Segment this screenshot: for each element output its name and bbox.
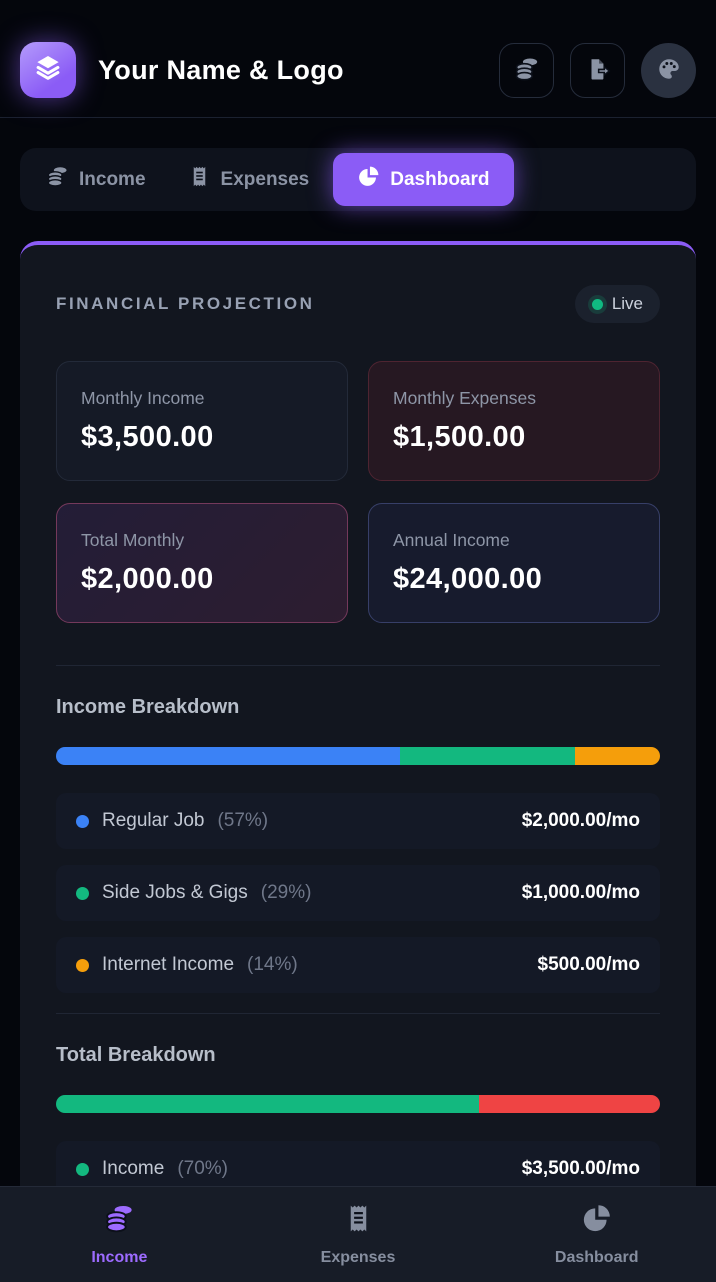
nav-label: Income (91, 1249, 148, 1266)
legend-dot-icon (76, 886, 89, 900)
nav-label: Expenses (320, 1249, 396, 1266)
legend-dot-icon (76, 814, 89, 828)
stats-grid: Monthly Income $3,500.00 Monthly Expense… (56, 361, 660, 623)
total-breakdown-bar (56, 1095, 660, 1113)
receipt-icon (343, 1203, 374, 1239)
section-divider (56, 1013, 660, 1014)
bar-segment (478, 1095, 660, 1113)
stat-value: $2,000.00 (81, 563, 214, 595)
stat-monthly-expenses: Monthly Expenses $1,500.00 (368, 361, 660, 481)
row-value: $2,000.00/mo (521, 810, 640, 831)
row-label: Side Jobs & Gigs (102, 882, 248, 903)
pie-chart-icon (581, 1203, 612, 1239)
app-header: Your Name & Logo (0, 0, 716, 98)
live-dot-icon (591, 298, 603, 310)
stat-total-monthly: Total Monthly $2,000.00 (56, 503, 348, 623)
stat-label: Annual Income (393, 530, 510, 550)
tab-label: Income (79, 168, 146, 190)
header-actions (499, 42, 696, 98)
total-breakdown-title: Total Breakdown (56, 1044, 216, 1066)
row-percent: (14%) (247, 954, 298, 975)
receipt-icon (188, 165, 211, 194)
coins-icon (514, 56, 540, 85)
tab-expenses[interactable]: Expenses (170, 155, 328, 204)
row-label: Regular Job (102, 810, 205, 831)
income-breakdown-title: Income Breakdown (56, 696, 240, 718)
coins-icon (46, 165, 69, 194)
live-label: Live (611, 294, 643, 313)
currency-button[interactable] (499, 42, 554, 98)
export-button[interactable] (570, 42, 625, 98)
nav-item-income[interactable]: Income (0, 1187, 239, 1282)
row-percent: (57%) (217, 810, 269, 831)
tab-income[interactable]: Income (28, 155, 164, 204)
row-label-group: Income (70%) (76, 1158, 228, 1180)
stat-label: Total Monthly (81, 530, 185, 550)
breakdown-row-internet-income: Internet Income (14%) $500.00/mo (56, 937, 660, 993)
live-badge: Live (574, 285, 660, 323)
header-divider (0, 117, 716, 118)
section-divider (56, 665, 660, 666)
card-title: FINANCIAL PROJECTION (56, 294, 315, 313)
stat-value: $24,000.00 (393, 563, 543, 595)
row-label-group: Regular Job (57%) (76, 810, 268, 832)
income-breakdown-list: Regular Job (57%) $2,000.00/mo Side Jobs… (56, 793, 660, 993)
nav-item-dashboard[interactable]: Dashboard (477, 1187, 716, 1282)
bar-segment (56, 1095, 479, 1113)
palette-icon (656, 56, 682, 85)
row-percent: (29%) (260, 882, 312, 903)
row-value: $1,000.00/mo (521, 882, 640, 903)
card-header: FINANCIAL PROJECTION Live (56, 285, 660, 323)
breakdown-row-side-jobs: Side Jobs & Gigs (29%) $1,000.00/mo (56, 865, 660, 921)
legend-dot-icon (76, 1162, 89, 1176)
file-export-icon (585, 56, 611, 85)
financial-projection-card: FINANCIAL PROJECTION Live Monthly Income… (20, 241, 696, 1282)
coins-icon (104, 1203, 135, 1239)
nav-item-expenses[interactable]: Expenses (239, 1187, 478, 1282)
stat-value: $1,500.00 (393, 421, 526, 453)
app-title: Your Name & Logo (98, 54, 344, 85)
breakdown-row-regular-job: Regular Job (57%) $2,000.00/mo (56, 793, 660, 849)
bar-segment (575, 747, 660, 765)
stat-label: Monthly Income (81, 388, 205, 408)
bottom-nav-bar: Income Expenses Dashboard (0, 1186, 716, 1282)
stat-label: Monthly Expenses (393, 388, 536, 408)
tab-label: Expenses (220, 168, 310, 190)
stat-value: $3,500.00 (81, 421, 214, 453)
legend-dot-icon (76, 958, 89, 972)
tab-dashboard[interactable]: Dashboard (333, 153, 514, 206)
stat-monthly-income: Monthly Income $3,500.00 (56, 361, 348, 481)
theme-button[interactable] (641, 42, 696, 98)
tab-label: Dashboard (390, 168, 490, 190)
top-tab-bar: Income Expenses Dashboard (20, 148, 696, 211)
row-label: Internet Income (102, 954, 235, 975)
app-logo (20, 42, 76, 98)
bar-segment (400, 747, 576, 765)
row-label-group: Internet Income (14%) (76, 954, 298, 976)
nav-label: Dashboard (554, 1249, 639, 1266)
row-value: $500.00/mo (537, 954, 640, 975)
row-label-group: Side Jobs & Gigs (29%) (76, 882, 311, 904)
row-value: $3,500.00/mo (521, 1158, 640, 1179)
row-label: Income (102, 1158, 165, 1179)
stat-annual-income: Annual Income $24,000.00 (368, 503, 660, 623)
row-percent: (70%) (177, 1158, 228, 1179)
bar-segment (56, 747, 401, 765)
pie-chart-icon (357, 165, 380, 194)
layers-icon (32, 52, 64, 89)
income-breakdown-bar (56, 747, 660, 765)
